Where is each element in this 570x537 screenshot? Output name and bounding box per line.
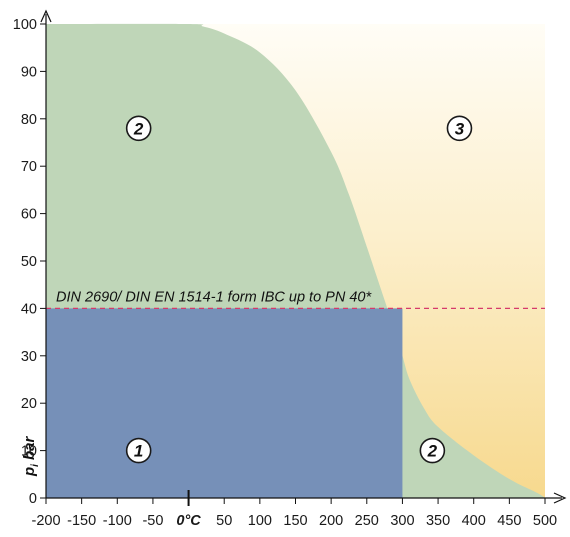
x-tick-label: 350 [426,513,450,529]
x-axis-label: 0°C [176,513,201,529]
y-tick-label: 10 [21,444,37,460]
y-axis-label-main: p [21,467,38,477]
x-axis-arrow-icon [553,492,567,504]
y-tick-label: 0 [29,491,37,507]
x-tick-label: 450 [497,513,521,529]
x-tick-label: 200 [319,513,343,529]
region-marker-circle [419,437,446,464]
x-tick-label: -150 [67,513,96,529]
y-axis-label-subscript: i [30,464,41,467]
y-axis-label: pi bar [21,436,41,477]
reference-line-label: DIN 2690/ DIN EN 1514-1 form IBC up to P… [56,289,372,305]
x-tick-label: 150 [283,513,307,529]
x-tick-label: 100 [248,513,272,529]
x-tick-label: -100 [103,513,132,529]
y-tick-label: 90 [21,64,37,80]
region-marker-circle [125,437,152,464]
x-tick-label: 400 [462,513,486,529]
x-tick-label: -200 [31,513,60,529]
region-marker-2: 2 [419,437,446,464]
region-marker-2: 2 [125,115,152,142]
x-tick-label: 300 [390,513,414,529]
region-1-area [46,308,403,498]
y-tick-label: 30 [21,349,37,365]
y-axis-arrow-icon [40,9,52,23]
axes: 0 10 20 30 40 50 60 70 80 90 100 -200 -150 -100 -50 0°C… [13,9,567,529]
region-marker-circle [446,115,473,142]
region-marker-1: 1 [125,437,152,464]
x-tick-label: 500 [533,513,557,529]
y-tick-label: 40 [21,301,37,317]
y-tick-label: 20 [21,396,37,412]
y-tick-label: 50 [21,254,37,270]
y-tick-label: 80 [21,112,37,128]
region-marker-label: 3 [455,119,465,138]
region-marker-label: 1 [134,442,143,461]
x-tick-label: -50 [142,513,163,529]
region-marker-circle [125,115,152,142]
region-marker-3: 3 [446,115,473,142]
y-tick-label: 100 [13,17,37,33]
x-tick-label: 50 [216,513,232,529]
y-axis-label-unit: bar [21,436,38,461]
region-marker-label: 2 [427,442,438,461]
y-tick-label: 70 [21,159,37,175]
y-tick-label: 60 [21,207,37,223]
region-markers: 1 2 2 3 [125,115,473,464]
region-marker-label: 2 [133,119,144,138]
x-tick-label: 250 [355,513,379,529]
